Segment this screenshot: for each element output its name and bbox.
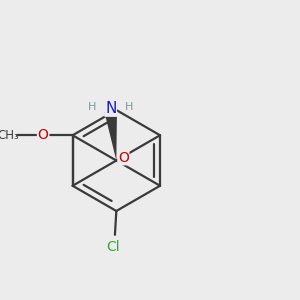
Polygon shape [104, 111, 117, 160]
Text: H: H [125, 102, 133, 112]
Text: Cl: Cl [107, 240, 120, 254]
Text: CH₃: CH₃ [0, 129, 19, 142]
Text: N: N [105, 101, 116, 116]
Text: O: O [38, 128, 49, 142]
Text: O: O [118, 151, 129, 165]
Text: H: H [88, 102, 97, 112]
